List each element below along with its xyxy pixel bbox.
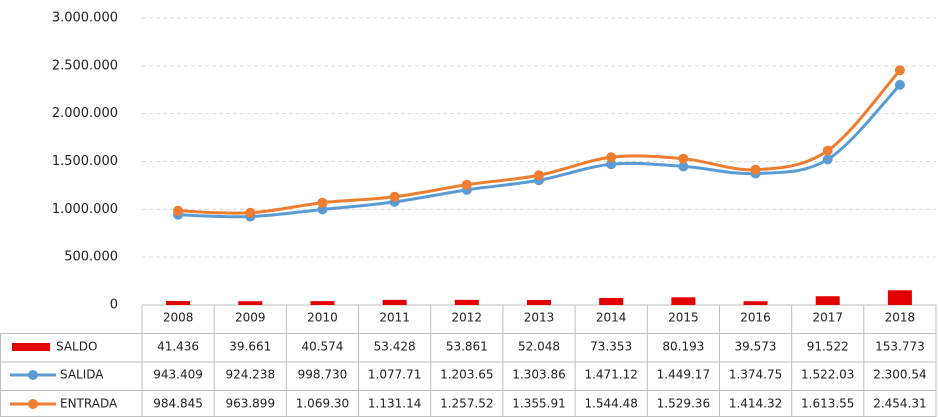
x-tick-label: 2010 bbox=[307, 311, 338, 325]
marker bbox=[389, 191, 400, 202]
marker bbox=[317, 197, 328, 208]
x-tick-label: 2012 bbox=[452, 311, 483, 325]
data-label: 984.845 bbox=[153, 397, 203, 411]
line bbox=[178, 69, 902, 215]
x-tick-label: 2013 bbox=[524, 311, 555, 325]
y-tick-label: 1.500.000 bbox=[52, 154, 118, 169]
data-label: 153.773 bbox=[875, 340, 925, 354]
y-tick-label: 1.000.000 bbox=[52, 202, 118, 217]
marker bbox=[822, 145, 833, 156]
marker bbox=[678, 161, 689, 172]
bar bbox=[454, 299, 479, 305]
marker bbox=[822, 154, 833, 165]
data-label: 1.613.55 bbox=[801, 397, 854, 411]
data-label: 39.573 bbox=[735, 340, 777, 354]
data-label: 1.374.75 bbox=[729, 368, 782, 382]
legend-label: SALIDA bbox=[60, 368, 104, 382]
data-label: 1.203.65 bbox=[440, 368, 493, 382]
bar bbox=[887, 290, 912, 305]
marker bbox=[894, 65, 905, 76]
bar bbox=[382, 299, 407, 305]
legend-label: ENTRADA bbox=[60, 397, 118, 411]
y-tick-label: 500.000 bbox=[64, 250, 118, 265]
data-label: 1.414.32 bbox=[729, 397, 782, 411]
data-label: 91.522 bbox=[807, 340, 849, 354]
data-label: 52.048 bbox=[518, 340, 560, 354]
data-label: 1.355.91 bbox=[512, 397, 565, 411]
x-tick-label: 2014 bbox=[596, 311, 627, 325]
line bbox=[178, 83, 901, 219]
y-tick-label: 2.000.000 bbox=[52, 106, 118, 121]
data-label: 41.436 bbox=[157, 340, 199, 354]
data-label: 39.661 bbox=[229, 340, 271, 354]
data-label: 1.449.17 bbox=[657, 368, 710, 382]
data-label: 80.193 bbox=[662, 340, 704, 354]
legend-label: SALDO bbox=[56, 340, 97, 354]
data-label: 1.529.36 bbox=[657, 397, 710, 411]
data-label: 1.077.71 bbox=[368, 368, 421, 382]
y-tick-label: 3.000.000 bbox=[52, 11, 118, 26]
data-label: 40.574 bbox=[301, 340, 343, 354]
data-label: 53.428 bbox=[374, 340, 416, 354]
bar bbox=[599, 297, 624, 305]
x-tick-label: 2008 bbox=[163, 311, 194, 325]
data-label: 73.353 bbox=[590, 340, 632, 354]
x-tick-label: 2016 bbox=[740, 311, 771, 325]
x-tick-label: 2009 bbox=[235, 311, 266, 325]
bar bbox=[238, 301, 263, 305]
data-label: 943.409 bbox=[153, 368, 203, 382]
data-label: 998.730 bbox=[298, 368, 348, 382]
data-label: 963.899 bbox=[225, 397, 275, 411]
data-label: 1.069.30 bbox=[296, 397, 349, 411]
marker bbox=[173, 205, 184, 216]
data-label: 2.454.31 bbox=[873, 397, 926, 411]
x-tick-label: 2018 bbox=[885, 311, 916, 325]
data-label: 1.303.86 bbox=[512, 368, 565, 382]
legend-swatch bbox=[28, 399, 38, 409]
data-label: 924.238 bbox=[225, 368, 275, 382]
data-label: 1.257.52 bbox=[440, 397, 493, 411]
x-tick-label: 2017 bbox=[812, 311, 843, 325]
y-tick-label: 0 bbox=[110, 298, 118, 313]
bar bbox=[815, 296, 840, 305]
y-tick-label: 2.500.000 bbox=[52, 58, 118, 73]
bar bbox=[527, 300, 551, 305]
data-label: 53.861 bbox=[446, 340, 488, 354]
marker bbox=[750, 164, 761, 175]
marker bbox=[678, 153, 689, 164]
marker bbox=[245, 207, 256, 218]
legend-swatch bbox=[12, 343, 50, 351]
bar bbox=[310, 301, 335, 305]
bar bbox=[671, 297, 696, 305]
data-label: 1.471.12 bbox=[584, 368, 637, 382]
marker bbox=[894, 79, 905, 90]
data-label: 1.131.14 bbox=[368, 397, 421, 411]
data-label: 2.300.54 bbox=[873, 368, 926, 382]
bar bbox=[166, 301, 191, 305]
data-label: 1.544.48 bbox=[584, 397, 637, 411]
x-tick-label: 2011 bbox=[379, 311, 410, 325]
marker bbox=[461, 179, 472, 190]
marker bbox=[606, 159, 617, 170]
marker bbox=[534, 170, 544, 181]
bar bbox=[743, 301, 768, 305]
legend-swatch bbox=[28, 370, 38, 380]
marker bbox=[606, 152, 617, 163]
data-label: 1.522.03 bbox=[801, 368, 854, 382]
x-tick-label: 2015 bbox=[668, 311, 699, 325]
